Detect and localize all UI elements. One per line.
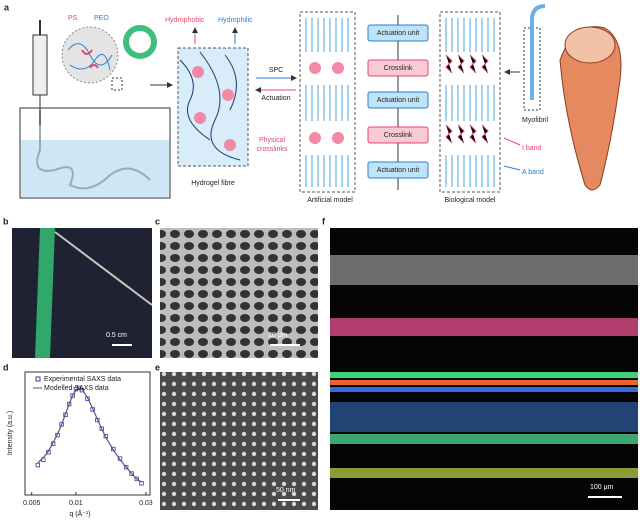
unit-label: Crosslink (384, 65, 413, 72)
scale-label: 20 μm (268, 332, 288, 339)
unit-label: Actuation unit (377, 167, 419, 174)
band (330, 318, 638, 336)
panel-label: a (4, 2, 10, 12)
tem-image (160, 372, 318, 510)
point (66, 401, 72, 407)
point (79, 387, 85, 393)
sem-image (160, 228, 318, 358)
model-line (37, 387, 142, 483)
crosslinks-label: Physical (259, 137, 286, 144)
artificial-model-label: Artificial model (307, 197, 353, 204)
hydrogel-box (177, 47, 249, 167)
peo-label: PEO (94, 15, 109, 22)
scale-label: 0.5 cm (106, 332, 127, 339)
water (21, 140, 169, 197)
pointer (503, 137, 521, 146)
panel-label: c (155, 216, 160, 226)
crosslink-clusters (192, 66, 236, 151)
pointer (503, 165, 521, 171)
thin-fibre (54, 231, 153, 306)
biological-model-label: Biological model (445, 197, 496, 204)
ps-label: PS (68, 15, 78, 22)
band (330, 434, 638, 444)
panel-a: a PS PEO Hydrophobic Hydrophilic Hydroge… (4, 2, 622, 204)
actuation-lines (305, 18, 349, 187)
panel-c: c 20 μm (155, 216, 318, 358)
chains (179, 51, 241, 161)
band (330, 468, 638, 478)
panel-f: f 100 μm (322, 216, 638, 510)
crosslink-clusters (309, 62, 344, 144)
actuation-label: Actuation (261, 95, 290, 102)
plot-frame (24, 371, 151, 496)
band (330, 380, 638, 385)
legend-label: Modelled SAXS data (44, 385, 109, 392)
a-band-label: A band (522, 169, 544, 176)
unit-label: Actuation unit (377, 97, 419, 104)
fibre-section (123, 25, 157, 59)
panel-label: f (322, 216, 326, 226)
x-tick-label: 0.005 (23, 500, 41, 507)
biological-box (439, 11, 501, 193)
hydrophilic-label: Hydrophilic (218, 17, 253, 24)
beaker (19, 107, 171, 199)
point (123, 464, 129, 470)
panel-e: e 50 nm (155, 362, 318, 510)
point (59, 422, 64, 427)
point (35, 462, 40, 468)
panel-d: d Intensity (a.u.) q (Å⁻¹) 0.005 0.01 0.03… (3, 362, 153, 517)
crosslinks-label: crosslinks (257, 146, 288, 153)
myofibril-label: Myofibril (522, 117, 549, 124)
fibre-coil (36, 110, 151, 190)
hydrophobic-label: Hydrophobic (165, 17, 205, 24)
band-lines (445, 18, 495, 187)
x-axis-label: q (Å⁻¹) (69, 509, 90, 518)
zoom-box (111, 77, 123, 91)
myofibril (530, 4, 546, 100)
muscle-section (564, 26, 616, 64)
scale-label: 50 nm (276, 487, 296, 494)
unit-box (367, 91, 429, 109)
band (330, 387, 638, 392)
point (139, 481, 144, 486)
peo-chain (67, 43, 113, 71)
green-fibre (35, 228, 55, 358)
unit-box (367, 59, 429, 77)
syringe (32, 34, 48, 96)
panel-label: e (155, 362, 160, 372)
spc-label: SPC (269, 67, 283, 74)
band (330, 372, 638, 378)
x-tick-label: 0.01 (69, 500, 83, 507)
band (330, 255, 638, 285)
legend-label: Experimental SAXS data (44, 376, 121, 383)
panel-b: b 0.5 cm (3, 216, 153, 358)
artificial-box (299, 11, 356, 193)
unit-box (367, 126, 429, 144)
photo (12, 228, 152, 358)
unit-label: Actuation unit (377, 30, 419, 37)
point (129, 471, 134, 476)
scale-label: 100 μm (590, 484, 614, 491)
ps-chain (81, 49, 99, 69)
band-lines (445, 54, 489, 144)
hydrogel-fibre-label: Hydrogel fibre (191, 180, 235, 187)
legend-marker (35, 376, 41, 382)
point (134, 476, 139, 482)
unit-label: Crosslink (384, 132, 413, 139)
y-axis-label: Intensity (a.u.) (7, 411, 14, 455)
unit-box (367, 24, 429, 42)
point (70, 393, 75, 398)
x-tick-label: 0.03 (139, 500, 153, 507)
panel-label: b (3, 216, 9, 226)
muscle (559, 26, 622, 191)
band (330, 402, 638, 432)
unit-box (367, 161, 429, 179)
i-band-label: I band (522, 145, 542, 152)
panel-label: d (3, 362, 9, 372)
point (99, 426, 104, 431)
